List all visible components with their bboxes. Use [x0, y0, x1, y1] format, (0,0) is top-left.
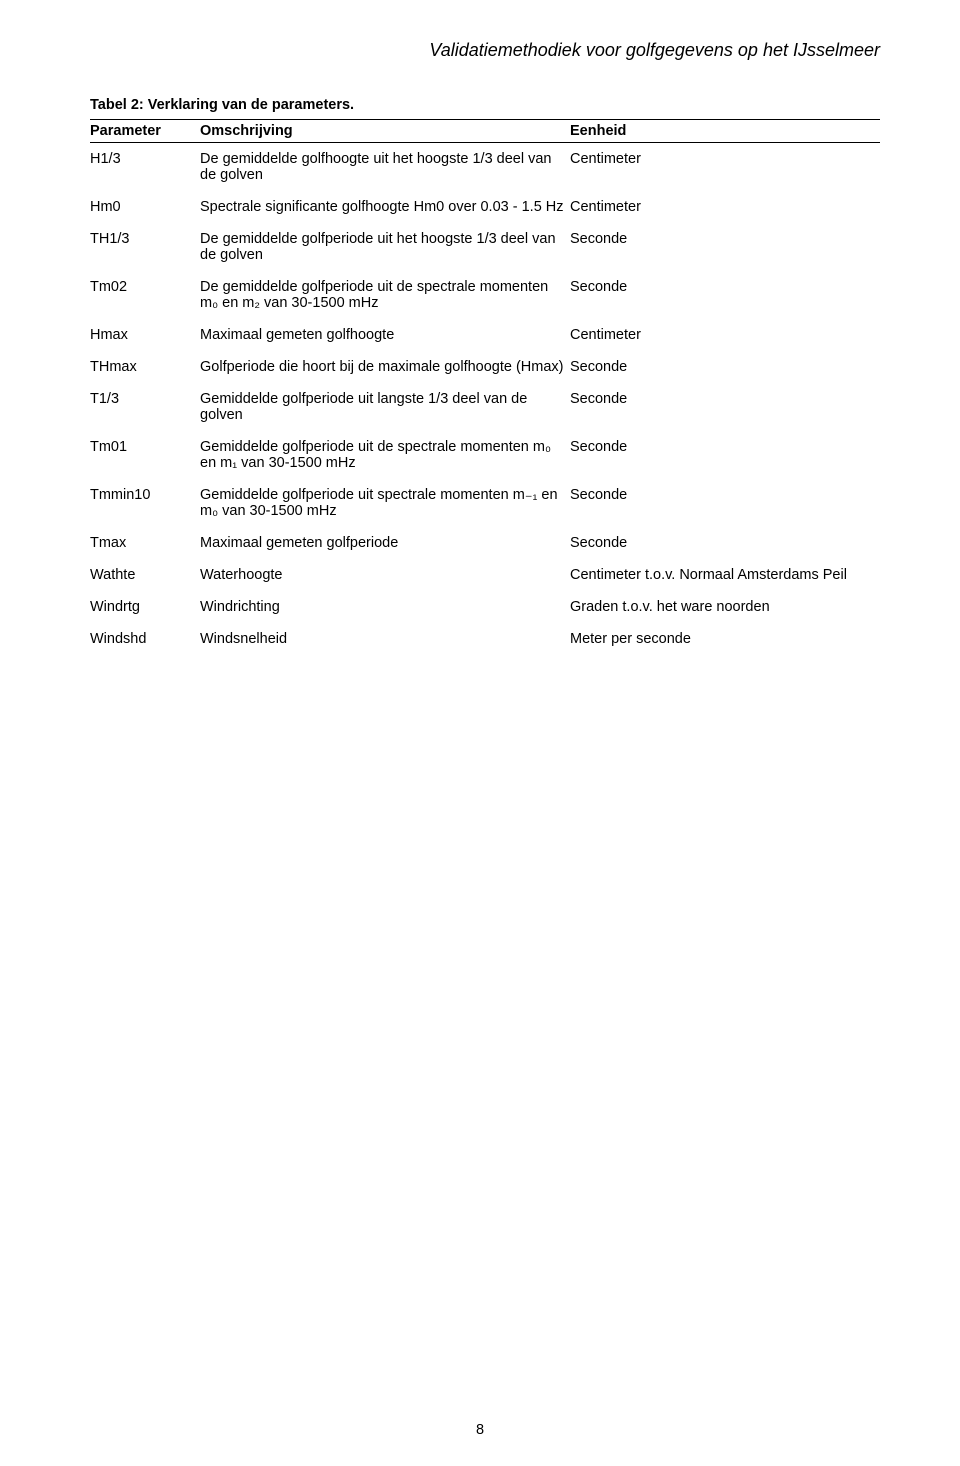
cell-param: Hm0: [90, 191, 200, 223]
page: Validatiemethodiek voor golfgegevens op …: [0, 0, 960, 1466]
cell-unit: Seconde: [570, 431, 880, 479]
cell-unit: Seconde: [570, 223, 880, 271]
cell-desc: Golfperiode die hoort bij de maximale go…: [200, 351, 570, 383]
cell-unit: Centimeter: [570, 319, 880, 351]
table-row: Wathte Waterhoogte Centimeter t.o.v. Nor…: [90, 559, 880, 591]
col-omschrijving: Omschrijving: [200, 120, 570, 143]
cell-param: TH1/3: [90, 223, 200, 271]
table-row: Windshd Windsnelheid Meter per seconde: [90, 623, 880, 655]
cell-param: Windrtg: [90, 591, 200, 623]
cell-desc: Windsnelheid: [200, 623, 570, 655]
table-row: Hm0 Spectrale significante golfhoogte Hm…: [90, 191, 880, 223]
cell-param: Hmax: [90, 319, 200, 351]
parameters-table: Parameter Omschrijving Eenheid H1/3 De g…: [90, 119, 880, 655]
cell-desc: Waterhoogte: [200, 559, 570, 591]
cell-desc: Maximaal gemeten golfperiode: [200, 527, 570, 559]
table-caption: Tabel 2: Verklaring van de parameters.: [90, 97, 880, 113]
cell-desc: De gemiddelde golfperiode uit het hoogst…: [200, 223, 570, 271]
cell-param: Wathte: [90, 559, 200, 591]
cell-unit: Seconde: [570, 479, 880, 527]
table-row: Tmax Maximaal gemeten golfperiode Second…: [90, 527, 880, 559]
col-eenheid: Eenheid: [570, 120, 880, 143]
table-row: Tm02 De gemiddelde golfperiode uit de sp…: [90, 271, 880, 319]
cell-unit: Centimeter t.o.v. Normaal Amsterdams Pei…: [570, 559, 880, 591]
cell-unit: Centimeter: [570, 143, 880, 192]
table-row: Tmmin10 Gemiddelde golfperiode uit spect…: [90, 479, 880, 527]
table-body: H1/3 De gemiddelde golfhoogte uit het ho…: [90, 143, 880, 656]
cell-desc: Gemiddelde golfperiode uit de spectrale …: [200, 431, 570, 479]
page-number: 8: [0, 1422, 960, 1438]
table-row: H1/3 De gemiddelde golfhoogte uit het ho…: [90, 143, 880, 192]
col-parameter: Parameter: [90, 120, 200, 143]
cell-unit: Seconde: [570, 527, 880, 559]
table-header-row: Parameter Omschrijving Eenheid: [90, 120, 880, 143]
cell-param: THmax: [90, 351, 200, 383]
table-row: THmax Golfperiode die hoort bij de maxim…: [90, 351, 880, 383]
table-row: T1/3 Gemiddelde golfperiode uit langste …: [90, 383, 880, 431]
cell-desc: Windrichting: [200, 591, 570, 623]
cell-param: Windshd: [90, 623, 200, 655]
table-row: Tm01 Gemiddelde golfperiode uit de spect…: [90, 431, 880, 479]
cell-unit: Seconde: [570, 383, 880, 431]
table-row: TH1/3 De gemiddelde golfperiode uit het …: [90, 223, 880, 271]
cell-param: Tm01: [90, 431, 200, 479]
cell-param: Tmmin10: [90, 479, 200, 527]
cell-unit: Seconde: [570, 271, 880, 319]
cell-desc: Spectrale significante golfhoogte Hm0 ov…: [200, 191, 570, 223]
cell-param: Tmax: [90, 527, 200, 559]
table-row: Windrtg Windrichting Graden t.o.v. het w…: [90, 591, 880, 623]
cell-unit: Seconde: [570, 351, 880, 383]
cell-desc: Gemiddelde golfperiode uit spectrale mom…: [200, 479, 570, 527]
cell-desc: De gemiddelde golfhoogte uit het hoogste…: [200, 143, 570, 192]
cell-param: H1/3: [90, 143, 200, 192]
cell-desc: Maximaal gemeten golfhoogte: [200, 319, 570, 351]
cell-unit: Meter per seconde: [570, 623, 880, 655]
cell-unit: Graden t.o.v. het ware noorden: [570, 591, 880, 623]
table-row: Hmax Maximaal gemeten golfhoogte Centime…: [90, 319, 880, 351]
cell-unit: Centimeter: [570, 191, 880, 223]
cell-desc: De gemiddelde golfperiode uit de spectra…: [200, 271, 570, 319]
cell-param: T1/3: [90, 383, 200, 431]
cell-param: Tm02: [90, 271, 200, 319]
cell-desc: Gemiddelde golfperiode uit langste 1/3 d…: [200, 383, 570, 431]
running-header: Validatiemethodiek voor golfgegevens op …: [90, 40, 880, 61]
